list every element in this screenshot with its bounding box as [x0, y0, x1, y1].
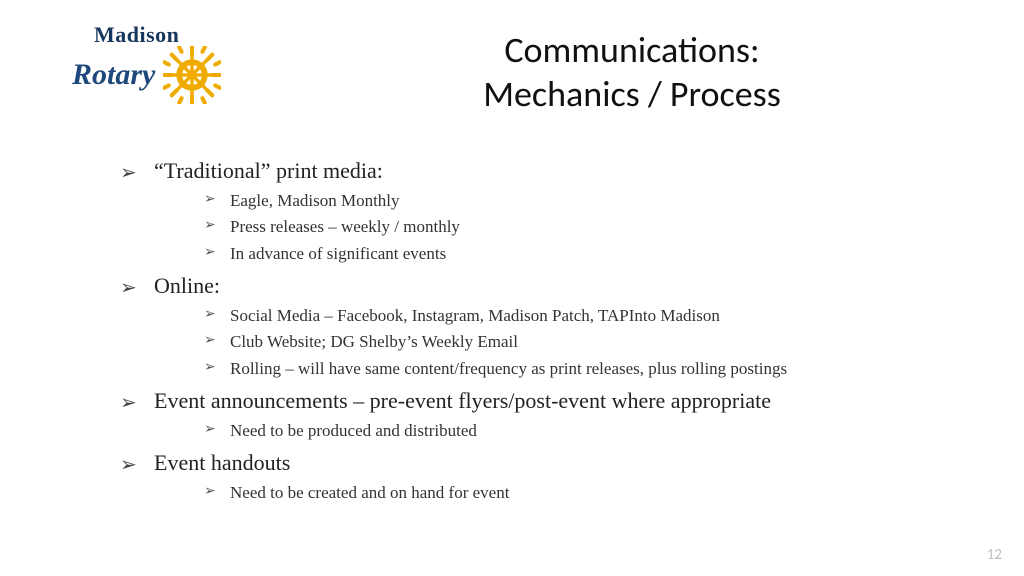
bullet-level2: Need to be created and on hand for event	[204, 480, 974, 506]
bullet-text: “Traditional” print media:	[154, 158, 383, 183]
bullet-text: Event handouts	[154, 450, 290, 475]
sub-list: Need to be created and on hand for event	[204, 480, 974, 506]
title-line-2: Mechanics / Process	[300, 72, 964, 116]
page-number: 12	[987, 546, 1002, 564]
bullet-list: “Traditional” print media: Eagle, Madiso…	[120, 158, 974, 507]
content-area: “Traditional” print media: Eagle, Madiso…	[120, 158, 974, 513]
bullet-level2: Press releases – weekly / monthly	[204, 214, 974, 240]
slide: Madison Rotary	[0, 0, 1024, 576]
slide-title: Communications: Mechanics / Process	[300, 28, 964, 116]
bullet-level1: Online: Social Media – Facebook, Instagr…	[120, 273, 974, 382]
bullet-level1: Event announcements – pre-event flyers/p…	[120, 388, 974, 444]
bullet-text: Online:	[154, 273, 220, 298]
bullet-level2: Social Media – Facebook, Instagram, Madi…	[204, 303, 974, 329]
bullet-level1: “Traditional” print media: Eagle, Madiso…	[120, 158, 974, 267]
bullet-level2: Club Website; DG Shelby’s Weekly Email	[204, 329, 974, 355]
sub-list: Need to be produced and distributed	[204, 418, 974, 444]
bullet-level2: Eagle, Madison Monthly	[204, 188, 974, 214]
logo-block: Madison Rotary	[72, 22, 282, 122]
logo-madison-text: Madison	[94, 22, 282, 48]
sub-list: Eagle, Madison Monthly Press releases – …	[204, 188, 974, 267]
bullet-text: Event announcements – pre-event flyers/p…	[154, 388, 771, 413]
logo-rotary-text: Rotary	[72, 58, 155, 92]
bullet-level2: Rolling – will have same content/frequen…	[204, 356, 974, 382]
bullet-level2: Need to be produced and distributed	[204, 418, 974, 444]
rotary-wheel-icon	[163, 46, 221, 104]
bullet-level2: In advance of significant events	[204, 241, 974, 267]
title-line-1: Communications:	[300, 28, 964, 72]
sub-list: Social Media – Facebook, Instagram, Madi…	[204, 303, 974, 382]
bullet-level1: Event handouts Need to be created and on…	[120, 450, 974, 506]
logo-rotary-row: Rotary	[72, 46, 282, 104]
